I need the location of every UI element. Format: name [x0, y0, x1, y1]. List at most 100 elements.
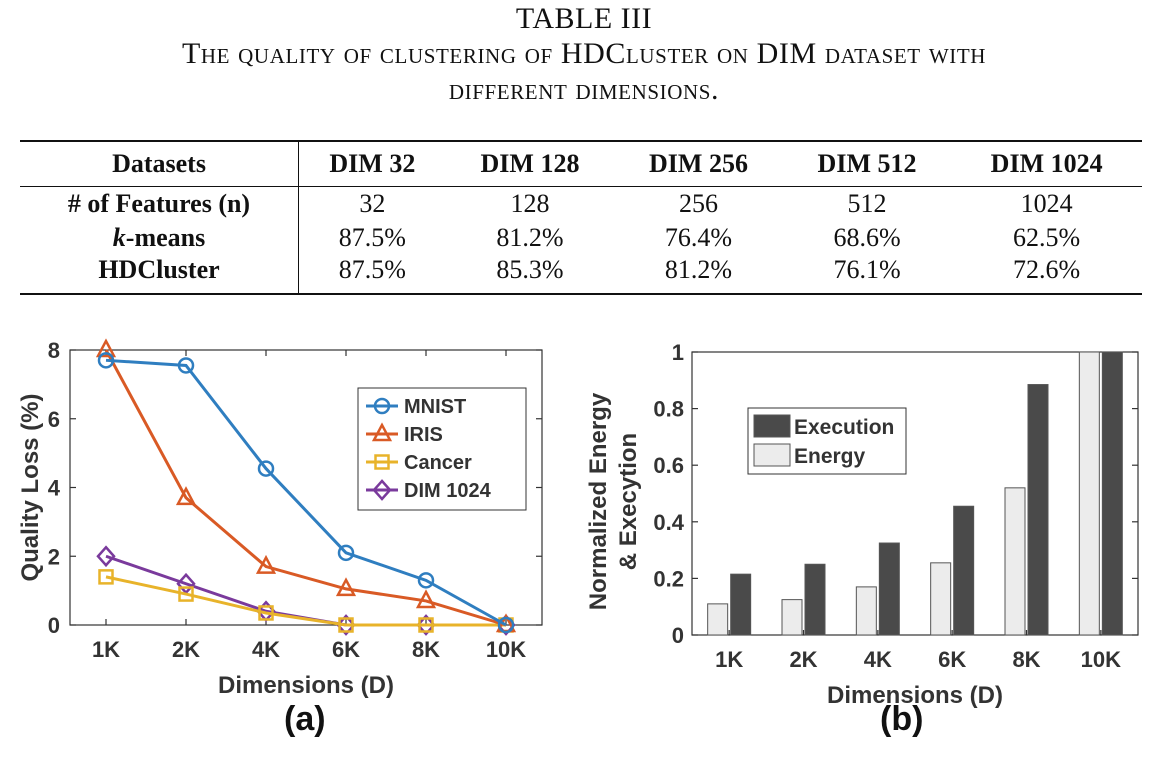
- table-cell: 81.2%: [496, 223, 564, 252]
- series-line-mnist: [105, 358, 507, 627]
- data-point: [337, 544, 355, 562]
- plot-frame: [691, 351, 1139, 636]
- table-caption-line-1: The quality of clustering of HDCluster o…: [181, 37, 987, 70]
- legend-label: Execution: [794, 416, 894, 439]
- table-cell: 76.4%: [664, 223, 733, 252]
- data-point: [96, 545, 116, 568]
- x-tick-label: 6K: [332, 637, 360, 662]
- data-point: [97, 352, 115, 369]
- row-label-kmeans-k: k: [112, 223, 126, 252]
- data-point: [415, 589, 437, 609]
- x-tick-label: 4K: [252, 637, 280, 662]
- bar-execution: [878, 542, 900, 636]
- energy-execution-bar-chart: 0 0.2 0.4 0.6 0.8 1 1K 2K 4K 6K 8K 10K Dimensions (D…: [585, 340, 1139, 709]
- x-tick-label: 2K: [789, 647, 817, 672]
- bar-energy: [781, 599, 803, 636]
- bar-execution: [953, 505, 975, 636]
- table-caption: TABLE III The quality of clustering of H…: [0, 0, 1168, 108]
- data-point: [95, 338, 117, 358]
- y-tick-label: 8: [48, 338, 60, 363]
- header-dim-128: DIM 128: [480, 149, 580, 178]
- bar-energy: [930, 562, 952, 636]
- series-line-iris: [104, 349, 507, 627]
- x-axis-label: Dimensions (D): [827, 682, 1003, 709]
- table-header-row: Datasets DIM 32 DIM 128 DIM 256 DIM 512 …: [20, 141, 1142, 187]
- data-point: [257, 460, 275, 477]
- quality-loss-line-chart: 0 2 4 6 8 1K 2K 4K 6K 8K 10K Dimensions (D) Quality …: [17, 338, 543, 699]
- y-tick-label: 4: [48, 476, 61, 501]
- row-label-hdcluster: HDCluster: [20, 255, 299, 294]
- legend-marker: [371, 422, 393, 442]
- header-datasets: Datasets: [20, 141, 299, 187]
- legend-label: DIM 1024: [404, 480, 492, 502]
- y-tick-label: 0: [672, 623, 684, 648]
- table-cell: 512: [847, 189, 887, 218]
- x-tick-label: 1K: [715, 647, 743, 672]
- y-tick-label: 1: [672, 340, 684, 365]
- header-dim-1024: DIM 1024: [990, 149, 1103, 178]
- data-point: [338, 617, 354, 633]
- table-cell: 62.5%: [1013, 223, 1081, 252]
- y-tick-label: 0.8: [653, 397, 684, 422]
- legend-label: IRIS: [404, 424, 443, 446]
- data-point: [258, 605, 274, 621]
- bar-energy: [1004, 487, 1026, 636]
- x-tick-label: 2K: [172, 637, 200, 662]
- x-tick-label: 6K: [938, 647, 966, 672]
- x-axis-label: Dimensions (D): [218, 672, 394, 699]
- x-tick-label: 1K: [92, 637, 120, 662]
- y-tick-label: 2: [48, 544, 60, 569]
- legend-swatch: [753, 414, 791, 438]
- x-tick-label: 10K: [486, 637, 526, 662]
- table-cell: 72.6%: [1013, 255, 1081, 284]
- panel-label-b: (b): [880, 700, 924, 738]
- legend-marker: [373, 397, 391, 415]
- data-point: [175, 486, 197, 506]
- bar-execution: [730, 573, 752, 636]
- y-tick-label: 0.4: [653, 510, 684, 535]
- data-point: [497, 616, 515, 634]
- y-tick-label: 6: [48, 407, 60, 432]
- table-cell: 32: [359, 189, 386, 218]
- y-tick-label: 0: [48, 613, 60, 638]
- data-point: [98, 569, 114, 585]
- table-cell: 68.6%: [833, 223, 901, 252]
- data-point: [178, 586, 194, 602]
- table-cell: 128: [510, 189, 550, 218]
- y-axis-label: Quality Loss (%): [17, 393, 44, 581]
- legend-swatch: [753, 443, 791, 467]
- x-tick-label: 8K: [1012, 647, 1040, 672]
- results-table: Datasets DIM 32 DIM 128 DIM 256 DIM 512 …: [20, 140, 1142, 295]
- header-dim-32: DIM 32: [329, 149, 416, 178]
- row-label-kmeans: k-means: [20, 221, 299, 255]
- bar-execution: [804, 563, 826, 636]
- y-tick-label: 0.2: [653, 566, 684, 591]
- x-tick-label: 4K: [864, 647, 892, 672]
- data-point: [417, 572, 435, 589]
- series-line-cancer: [105, 575, 506, 627]
- data-point: [418, 617, 434, 633]
- bar-execution: [1101, 351, 1123, 636]
- legend-label: Cancer: [404, 452, 472, 474]
- y-tick-label: 0.6: [653, 453, 684, 478]
- legend-label: Energy: [794, 445, 866, 468]
- legend-marker: [374, 454, 390, 470]
- data-point: [177, 357, 195, 374]
- table-cell: 87.5%: [338, 255, 406, 284]
- data-point: [335, 577, 357, 597]
- legend-marker: [372, 479, 392, 501]
- table-cell: 76.1%: [833, 255, 901, 284]
- data-point: [255, 554, 277, 574]
- row-label-features: # of Features (n): [20, 186, 299, 221]
- table-caption-line-2: different dimensions.: [448, 73, 720, 106]
- table-row-hdcluster: HDCluster 87.5% 85.3% 81.2% 76.1% 72.6%: [20, 255, 1142, 294]
- legend-label: MNIST: [404, 396, 466, 418]
- table-cell: 87.5%: [338, 223, 406, 252]
- bar-energy: [1078, 351, 1100, 636]
- table-cell: 1024: [1020, 189, 1073, 218]
- table-cell: 81.2%: [664, 255, 733, 284]
- table-cell: 256: [679, 189, 718, 218]
- bar-energy: [855, 586, 877, 636]
- table-row-kmeans: k-means 87.5% 81.2% 76.4% 68.6% 62.5%: [20, 221, 1142, 255]
- y-axis-label-line-1: Normalized Energy: [585, 392, 612, 610]
